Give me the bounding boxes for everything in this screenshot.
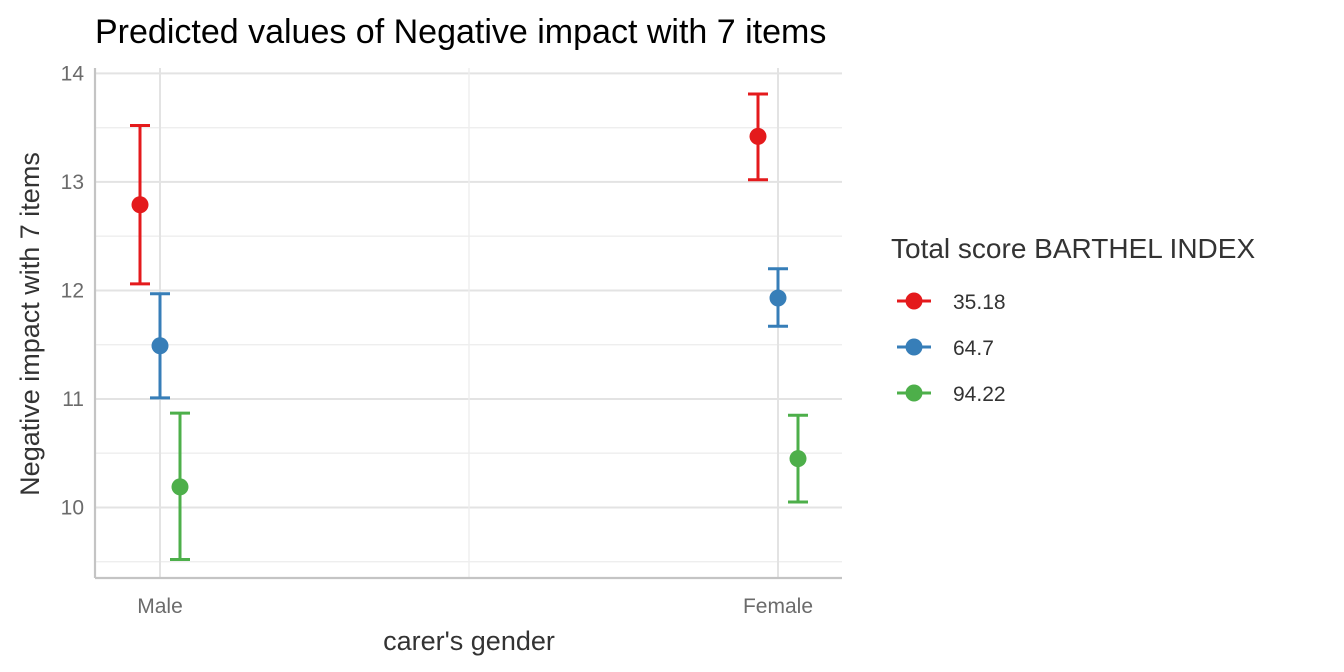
x-axis-title: carer's gender — [383, 626, 555, 656]
legend-label: 35.18 — [953, 291, 1006, 314]
data-marks — [130, 92, 808, 562]
y-tick-label: 12 — [61, 279, 84, 302]
y-axis-title: Negative impact with 7 items — [15, 152, 45, 496]
legend-label: 64.7 — [953, 337, 994, 360]
legend-label: 94.22 — [953, 383, 1006, 406]
chart-title: Predicted values of Negative impact with… — [95, 13, 826, 51]
data-point — [789, 450, 807, 468]
legend-key-point — [905, 338, 923, 356]
grid — [95, 68, 842, 578]
data-point — [171, 478, 189, 496]
axes: 10 11 12 13 14 Male Female — [61, 62, 842, 618]
legend-key-point — [905, 384, 923, 402]
data-point — [131, 196, 149, 214]
x-tick-label: Female — [743, 595, 813, 618]
legend-title: Total score BARTHEL INDEX — [891, 233, 1255, 264]
data-point — [749, 127, 767, 145]
legend-key-point — [905, 292, 923, 310]
y-tick-label: 10 — [61, 496, 84, 519]
y-tick-label: 11 — [62, 388, 84, 411]
x-tick-label: Male — [137, 595, 183, 618]
y-tick-label: 13 — [61, 171, 84, 194]
data-point — [151, 337, 169, 355]
y-tick-label: 14 — [61, 62, 85, 85]
legend: Total score BARTHEL INDEX 35.18 64.7 94.22 — [891, 233, 1255, 406]
data-point — [769, 289, 787, 307]
